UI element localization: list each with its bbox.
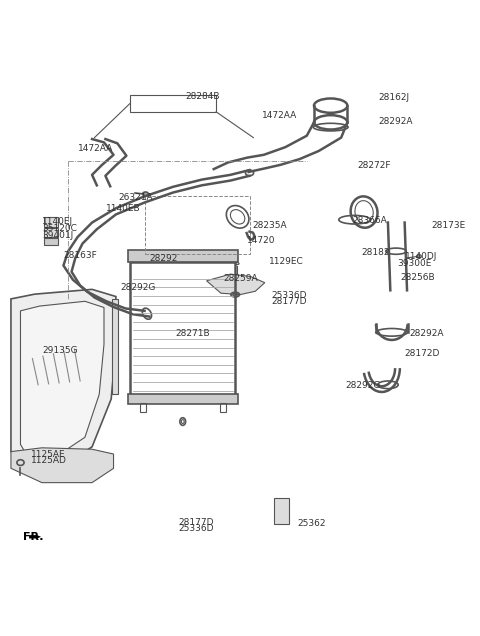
Bar bbox=[130, 261, 235, 396]
Text: 1140DJ: 1140DJ bbox=[405, 252, 437, 261]
Text: FR.: FR. bbox=[23, 532, 43, 542]
Text: 28256B: 28256B bbox=[400, 273, 434, 282]
Text: 28182: 28182 bbox=[362, 247, 390, 257]
Bar bbox=[130, 95, 216, 112]
Text: 1140EJ: 1140EJ bbox=[42, 217, 73, 226]
Text: 26321A: 26321A bbox=[118, 193, 153, 202]
Text: 28163F: 28163F bbox=[63, 251, 97, 261]
Text: 28271B: 28271B bbox=[176, 329, 210, 338]
Text: 28292A: 28292A bbox=[409, 329, 444, 338]
Text: 35120C: 35120C bbox=[42, 224, 77, 233]
Text: 28366A: 28366A bbox=[352, 216, 387, 225]
Bar bbox=[144, 197, 250, 254]
Text: 28177D: 28177D bbox=[178, 518, 214, 527]
Text: 28172D: 28172D bbox=[405, 349, 440, 358]
Text: 25336D: 25336D bbox=[271, 291, 307, 300]
Text: 28259A: 28259A bbox=[223, 274, 258, 284]
Text: 1125AE: 1125AE bbox=[31, 450, 66, 459]
Text: 28284B: 28284B bbox=[185, 92, 220, 100]
Bar bbox=[44, 217, 58, 227]
Polygon shape bbox=[11, 289, 116, 468]
Bar bbox=[44, 238, 58, 245]
Text: 28292: 28292 bbox=[149, 254, 178, 263]
Bar bbox=[112, 299, 118, 394]
Text: 28292A: 28292A bbox=[378, 117, 413, 126]
Text: 39300E: 39300E bbox=[397, 259, 432, 268]
Text: 28235A: 28235A bbox=[252, 221, 287, 230]
Text: 1472AA: 1472AA bbox=[262, 111, 297, 120]
Text: 29135G: 29135G bbox=[42, 346, 78, 355]
Text: 1125AD: 1125AD bbox=[31, 456, 67, 465]
Ellipse shape bbox=[143, 192, 148, 196]
Text: 1129EC: 1129EC bbox=[269, 257, 303, 266]
Polygon shape bbox=[21, 301, 104, 457]
Bar bbox=[140, 403, 145, 412]
Text: 28292G: 28292G bbox=[120, 284, 156, 293]
Text: 14720: 14720 bbox=[247, 236, 276, 245]
Polygon shape bbox=[206, 274, 265, 294]
Text: 28292G: 28292G bbox=[345, 381, 380, 391]
Bar bbox=[44, 228, 58, 237]
Ellipse shape bbox=[417, 254, 421, 258]
Text: 28177D: 28177D bbox=[271, 297, 307, 306]
Polygon shape bbox=[29, 535, 41, 539]
Text: 25336D: 25336D bbox=[178, 524, 214, 533]
Text: 28162J: 28162J bbox=[378, 93, 409, 102]
Bar bbox=[128, 250, 238, 261]
Text: 25362: 25362 bbox=[297, 519, 326, 528]
Text: 1472AA: 1472AA bbox=[78, 144, 113, 153]
Bar bbox=[275, 498, 288, 524]
Text: 39401J: 39401J bbox=[42, 231, 73, 240]
Bar bbox=[220, 403, 226, 412]
Text: 1140EB: 1140EB bbox=[107, 204, 141, 212]
Bar bbox=[128, 394, 238, 404]
Text: 28272F: 28272F bbox=[357, 161, 390, 170]
Polygon shape bbox=[11, 448, 114, 483]
Text: 28173E: 28173E bbox=[431, 221, 465, 230]
